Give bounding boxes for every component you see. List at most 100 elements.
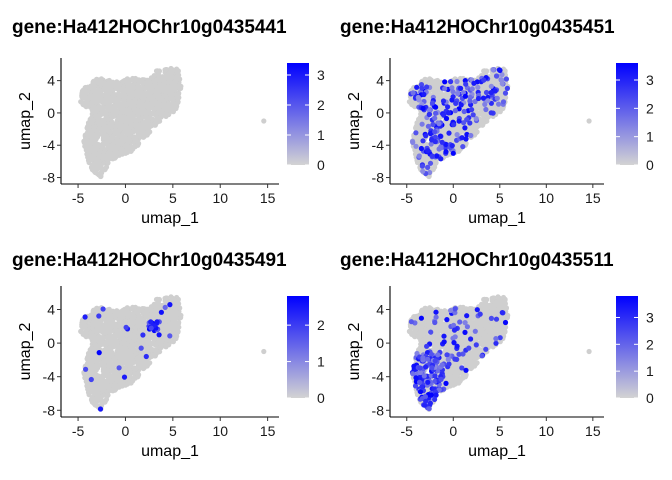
x-axis-title: umap_1 xyxy=(468,210,526,227)
cell-point xyxy=(99,400,105,406)
cell-point xyxy=(103,93,109,99)
cell-point xyxy=(463,136,469,142)
cell-point xyxy=(110,145,116,151)
cell-point xyxy=(450,150,456,156)
cell-point xyxy=(93,136,99,142)
cell-point xyxy=(99,79,105,86)
y-tick-label: 4 xyxy=(47,73,55,89)
cell-point xyxy=(484,68,490,74)
cell-point xyxy=(116,311,122,317)
cell-point xyxy=(471,80,477,86)
cell-point xyxy=(442,86,448,92)
cell-point xyxy=(462,93,468,99)
cell-point xyxy=(163,67,169,73)
cell-point xyxy=(100,335,106,341)
cell-point xyxy=(440,98,447,104)
cell-point xyxy=(483,106,489,113)
y-axis-title: umap_2 xyxy=(17,92,34,150)
cell-point xyxy=(150,347,156,353)
cell-point xyxy=(79,92,85,98)
cell-point xyxy=(117,126,123,132)
cell-point xyxy=(153,306,160,312)
cell-point xyxy=(121,85,127,91)
cell-point xyxy=(118,118,124,124)
panel-4: gene:Ha412HOChr10g0435511-5 0 5 10 1540-4-8u… xyxy=(340,250,654,460)
legend-label: 0 xyxy=(317,390,325,406)
cell-point xyxy=(126,343,133,349)
cell-point xyxy=(79,322,85,328)
cell-point xyxy=(100,141,106,147)
cell-point xyxy=(414,159,421,166)
x-tick-label: 5 xyxy=(169,190,177,206)
points xyxy=(78,294,267,412)
cell-point xyxy=(427,79,433,86)
cell-point xyxy=(470,112,476,118)
cell-point xyxy=(419,85,425,91)
cell-point xyxy=(101,330,107,336)
cell-point xyxy=(496,101,502,107)
cell-point xyxy=(86,159,92,166)
cell-point xyxy=(104,104,111,110)
cell-point xyxy=(483,84,489,90)
cell-point xyxy=(170,312,176,318)
cell-point xyxy=(442,79,448,85)
cell-point xyxy=(94,361,100,367)
cell-point xyxy=(96,87,102,93)
cell-point xyxy=(158,114,164,120)
legend-label: 2 xyxy=(317,97,325,113)
cell-point xyxy=(432,139,438,145)
cell-point xyxy=(156,68,162,74)
cell-point xyxy=(161,327,167,333)
cell-point xyxy=(407,99,413,105)
cell-point xyxy=(450,89,456,95)
cell-point xyxy=(445,104,451,110)
y-tick-label: -8 xyxy=(372,170,385,186)
cell-point xyxy=(127,124,133,130)
cell-point xyxy=(106,145,112,151)
cell-point xyxy=(91,168,97,174)
cell-point xyxy=(122,318,128,324)
cell-point xyxy=(478,106,485,112)
cell-point xyxy=(96,313,102,319)
cell-point xyxy=(114,130,120,136)
cell-point xyxy=(150,116,156,122)
cell-point xyxy=(97,95,103,101)
cell-point xyxy=(95,396,101,402)
cell-point xyxy=(432,164,438,170)
cell-point xyxy=(128,118,134,124)
cell-point xyxy=(156,296,162,303)
cell-point xyxy=(148,319,154,325)
cell-point xyxy=(100,306,106,312)
cell-point xyxy=(103,111,109,117)
cell-point xyxy=(440,92,446,98)
cell-point xyxy=(124,76,130,82)
cell-point xyxy=(86,392,92,398)
y-tick-label: -4 xyxy=(372,137,385,153)
points xyxy=(406,294,592,412)
cell-point xyxy=(97,173,104,179)
cell-point xyxy=(462,125,468,131)
points xyxy=(78,65,267,180)
x-tick-label: 5 xyxy=(169,423,177,439)
cell-point xyxy=(167,302,173,308)
cell-point xyxy=(121,96,127,102)
cell-point xyxy=(446,110,452,116)
cell-point xyxy=(135,360,141,366)
cell-point xyxy=(96,148,103,154)
cell-point xyxy=(153,77,160,83)
cell-point xyxy=(172,78,178,85)
cell-point xyxy=(82,143,88,149)
cell-point xyxy=(162,93,168,99)
cell-point xyxy=(139,110,145,116)
cell-point xyxy=(414,84,420,90)
cell-point xyxy=(461,108,467,115)
cell-point xyxy=(426,95,432,101)
cell-point xyxy=(494,95,500,101)
cell-point xyxy=(429,100,436,106)
cell-point xyxy=(475,84,481,90)
cell-point xyxy=(467,98,473,104)
cell-point xyxy=(113,123,119,129)
cell-point xyxy=(420,168,426,174)
cell-point xyxy=(166,70,172,77)
cell-point xyxy=(135,355,141,361)
